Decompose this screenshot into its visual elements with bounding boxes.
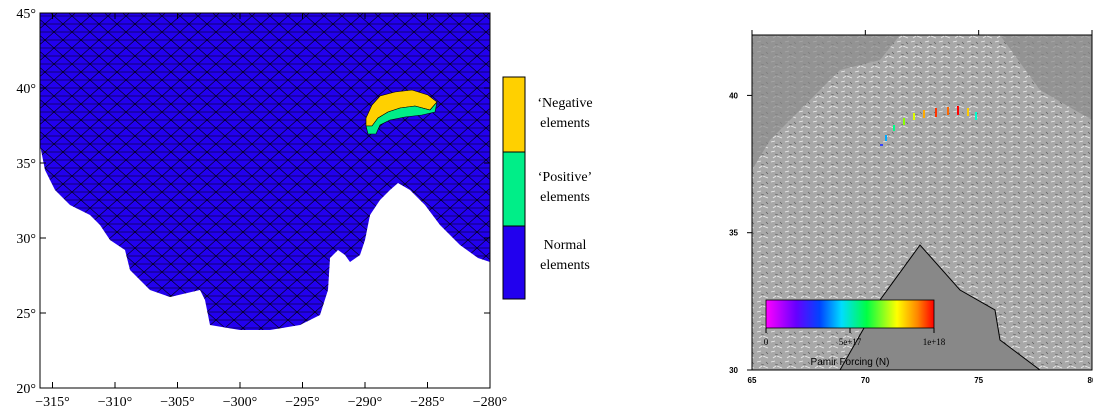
colorbar-tick-label: 5e+17: [839, 337, 862, 347]
right-frame: [751, 34, 1093, 371]
y-tick-label: 45°: [16, 7, 36, 22]
x-tick-label: −310°: [98, 395, 133, 410]
mesh-region: [40, 13, 490, 330]
x-tick-label: −300°: [223, 395, 258, 410]
colorbar-tick-label: 1e+18: [923, 337, 946, 347]
legend-label: Normal elements: [540, 238, 590, 273]
x-tick-label: −315°: [35, 395, 70, 410]
y-tick-label: 30°: [16, 232, 36, 247]
legend-label: ‘Negative elements: [537, 96, 593, 131]
colorbar-tick-label: 0: [764, 337, 769, 347]
y-tick-label: 40°: [16, 82, 36, 97]
y-tick-label: 30: [729, 366, 738, 375]
x-tick-label: −290°: [348, 395, 383, 410]
colorbar: [765, 299, 935, 329]
x-tick-label: 80: [1088, 376, 1093, 385]
left-frame: [39, 12, 491, 389]
y-tick-label: 35°: [16, 157, 36, 172]
x-tick-label: 70: [861, 376, 870, 385]
x-tick-label: 75: [974, 376, 983, 385]
colorbar-label: Pamir Forcing (N): [811, 357, 890, 368]
y-tick-label: 35: [729, 229, 738, 238]
legend-swatch: [502, 225, 526, 300]
x-tick-label: −280°: [473, 395, 508, 410]
x-tick-label: −305°: [160, 395, 195, 410]
y-tick-label: 40: [729, 91, 738, 100]
x-tick-label: −285°: [410, 395, 445, 410]
legend-label: ‘Positive’ elements: [537, 170, 593, 205]
y-tick-label: 20°: [16, 382, 36, 397]
x-tick-label: 65: [748, 376, 757, 385]
x-tick-label: −295°: [285, 395, 320, 410]
y-tick-label: 25°: [16, 307, 36, 322]
